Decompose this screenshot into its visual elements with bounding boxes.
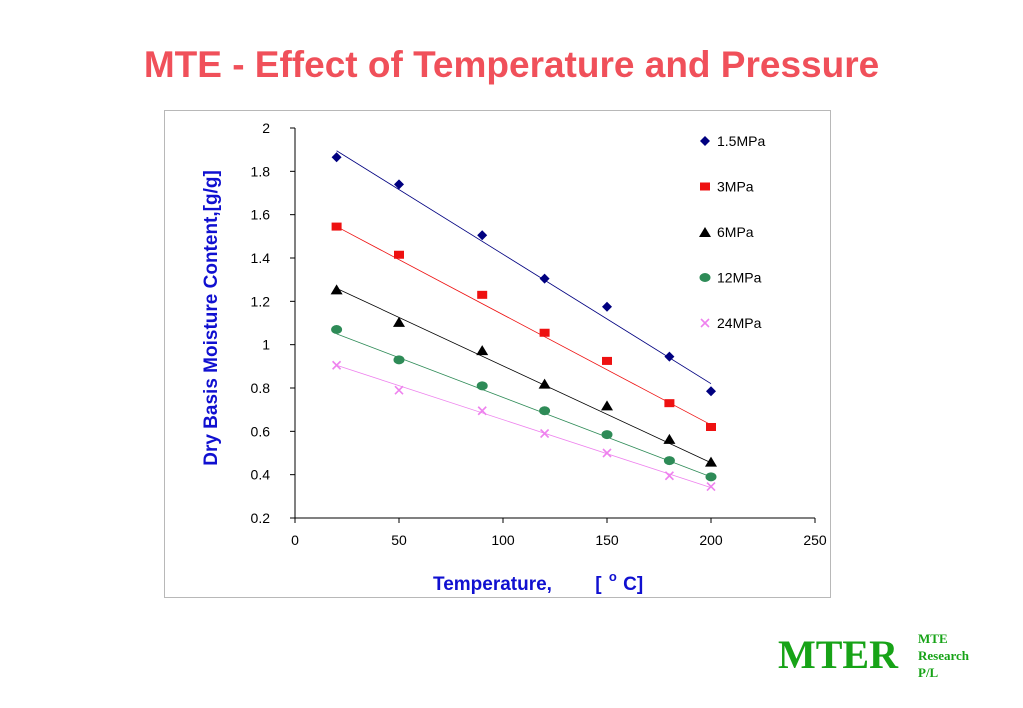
data-point <box>664 471 674 481</box>
data-point <box>601 430 613 440</box>
data-point <box>705 472 717 482</box>
trendline-12mpa <box>336 333 712 478</box>
data-point <box>602 301 612 312</box>
data-point <box>332 360 342 370</box>
data-markers <box>330 152 717 492</box>
x-axis-unit-degree: o <box>609 569 617 584</box>
chart-frame: 0.2 0.4 0.6 0.8 1 1.2 1.4 1.6 1.8 2 0 50 100 150 200 25… <box>164 110 831 598</box>
logo-subtitle-line: P/L <box>918 665 939 680</box>
data-point <box>394 179 404 190</box>
trendlines <box>336 150 712 489</box>
cross-stroke <box>477 406 487 416</box>
legend-marker <box>700 318 710 328</box>
cross-stroke <box>664 471 674 481</box>
x-axis-unit-close: C] <box>623 574 643 595</box>
logo-subtitle-line: Research <box>918 648 970 663</box>
legend-marker <box>699 273 711 282</box>
x-axis-title-text: Temperature, <box>433 574 552 595</box>
company-logo-subtitle: MTE Research P/L <box>918 630 969 681</box>
data-point <box>539 273 550 284</box>
data-point <box>706 386 716 397</box>
legend-label: 6MPa <box>717 224 754 240</box>
trendline-24mpa <box>336 364 712 489</box>
data-point <box>538 378 551 389</box>
data-point <box>706 482 716 492</box>
legend-marker <box>699 227 711 237</box>
y-tick-label: 1.6 <box>251 207 271 223</box>
y-tick-label: 1.4 <box>251 250 271 266</box>
logo-subtitle-line: MTE <box>918 631 948 646</box>
x-tick-label: 250 <box>803 532 827 548</box>
x-tick-label: 100 <box>491 532 515 548</box>
legend-label: 12MPa <box>717 270 762 286</box>
y-tick-label: 2 <box>262 120 270 136</box>
data-point <box>330 284 343 295</box>
data-point <box>331 222 342 231</box>
data-point <box>539 406 551 416</box>
data-point <box>664 399 675 408</box>
data-point <box>602 356 612 365</box>
legend-label: 24MPa <box>717 315 762 331</box>
cross-stroke <box>332 360 342 370</box>
scatter-chart: 0.2 0.4 0.6 0.8 1 1.2 1.4 1.6 1.8 2 0 50 100 150 200 25… <box>201 120 827 595</box>
y-tick-label: 1.2 <box>251 293 271 309</box>
data-point <box>331 152 342 163</box>
x-tick-label: 50 <box>391 532 407 548</box>
company-logo: MTER <box>778 632 898 677</box>
legend-label: 1.5MPa <box>717 133 765 149</box>
data-point <box>477 290 488 299</box>
cross-stroke <box>540 428 550 439</box>
x-axis-title: Temperature, [ o C] <box>433 565 643 595</box>
legend-label: 3MPa <box>717 179 754 195</box>
y-tick-label: 1.8 <box>251 163 271 179</box>
data-point <box>393 316 405 327</box>
x-tick-label: 150 <box>595 532 619 548</box>
data-point <box>476 345 489 356</box>
trendline-1.5mpa <box>336 150 712 385</box>
data-point <box>664 351 675 362</box>
data-point <box>602 448 612 458</box>
y-axis-title: Dry Basis Moisture Content,[g/g] <box>201 170 222 466</box>
trendline-3mpa <box>336 226 712 426</box>
y-tick-label: 0.6 <box>251 423 271 439</box>
data-point <box>540 428 550 439</box>
x-axis-unit-open: [ <box>595 574 602 595</box>
data-point <box>706 423 716 431</box>
chart-axes: 0.2 0.4 0.6 0.8 1 1.2 1.4 1.6 1.8 2 0 50 100 150 200 25… <box>251 120 827 548</box>
y-tick-label: 0.2 <box>251 510 271 526</box>
x-tick-label: 200 <box>699 532 723 548</box>
slide-title: MTE - Effect of Temperature and Pressure <box>143 44 880 85</box>
cross-stroke <box>706 482 716 492</box>
data-point <box>477 406 487 416</box>
cross-stroke <box>394 385 404 395</box>
data-point <box>539 328 550 337</box>
data-point <box>394 250 404 259</box>
y-tick-label: 0.8 <box>251 380 271 396</box>
data-point <box>394 385 404 395</box>
data-point <box>476 381 488 391</box>
cross-stroke <box>700 318 710 328</box>
y-tick-label: 1 <box>262 337 270 353</box>
cross-stroke <box>602 448 612 458</box>
data-point <box>331 325 343 334</box>
legend-marker <box>700 136 710 146</box>
y-tick-label: 0.4 <box>251 467 271 483</box>
data-point <box>663 456 675 466</box>
legend-marker <box>700 182 710 191</box>
data-point <box>393 355 405 365</box>
data-point <box>477 230 488 241</box>
data-point <box>663 433 676 444</box>
chart-legend: 1.5MPa 3MPa 6MPa 12MPa 24MPa <box>699 133 765 331</box>
x-tick-label: 0 <box>291 532 299 548</box>
data-point <box>705 456 717 467</box>
data-point <box>601 400 613 411</box>
trendline-6mpa <box>336 287 712 464</box>
